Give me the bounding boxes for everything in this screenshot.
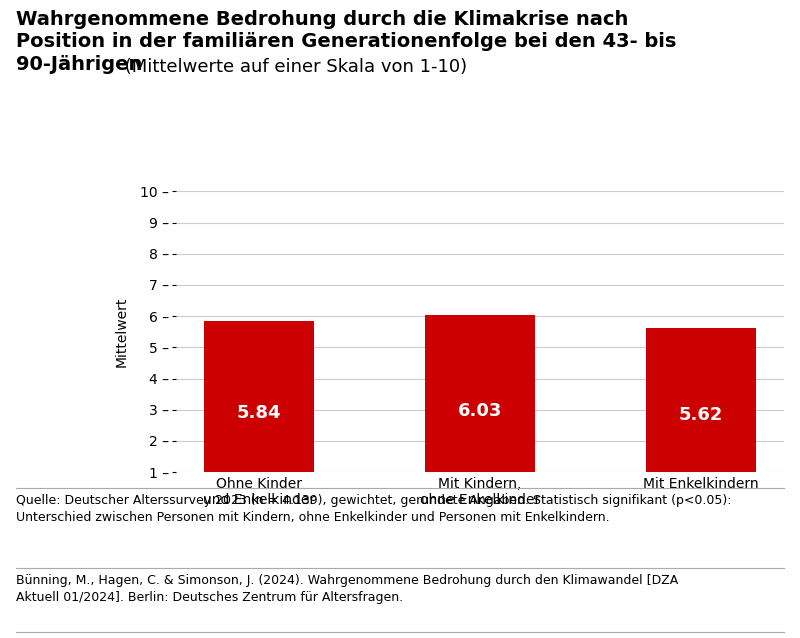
Y-axis label: Mittelwert: Mittelwert: [115, 297, 129, 367]
Text: 6.03: 6.03: [458, 402, 502, 420]
Text: 5.62: 5.62: [679, 406, 723, 424]
Text: Wahrgenommene Bedrohung durch die Klimakrise nach
Position in der familiären Gen: Wahrgenommene Bedrohung durch die Klimak…: [16, 10, 676, 74]
Text: Bünning, M., Hagen, C. & Simonson, J. (2024). Wahrgenommene Bedrohung durch den : Bünning, M., Hagen, C. & Simonson, J. (2…: [16, 574, 678, 604]
Bar: [425, 315, 535, 472]
Text: Quelle: Deutscher Alterssurvey 2023 (n = 4.139), gewichtet, gerundete Angaben. S: Quelle: Deutscher Alterssurvey 2023 (n =…: [16, 494, 731, 524]
Text: 5.84: 5.84: [237, 404, 281, 422]
Text: (Mittelwerte auf einer Skala von 1-10): (Mittelwerte auf einer Skala von 1-10): [119, 58, 467, 76]
Bar: [204, 321, 314, 472]
Bar: [646, 328, 756, 472]
